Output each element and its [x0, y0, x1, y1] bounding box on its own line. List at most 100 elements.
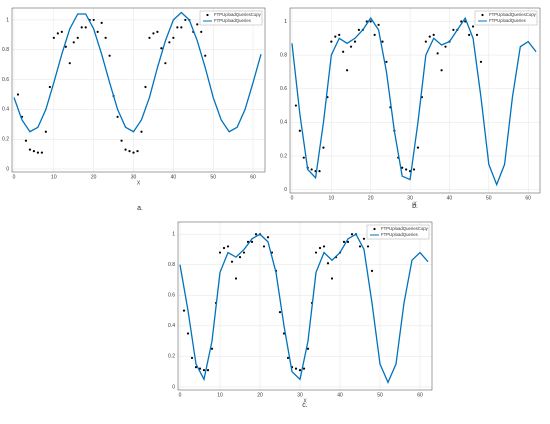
- y-tick-label: 0.4: [280, 120, 287, 126]
- data-point: [282, 332, 286, 335]
- caption: a.: [137, 205, 143, 212]
- data-point: [326, 262, 330, 265]
- data-point: [278, 311, 282, 314]
- data-point: [152, 32, 155, 35]
- data-point: [242, 251, 246, 254]
- data-point: [234, 277, 238, 280]
- data-point: [349, 45, 353, 48]
- legend-label: FTPUploadQueriesCopy: [214, 12, 262, 17]
- caption: c.: [302, 402, 308, 409]
- x-tick-label: 0: [291, 195, 294, 201]
- data-point: [424, 40, 427, 43]
- data-point: [298, 369, 302, 372]
- x-tick-label: 30: [297, 392, 303, 398]
- data-point: [36, 151, 39, 154]
- data-point: [28, 148, 32, 151]
- data-point: [330, 40, 333, 43]
- y-tick-label: 0.2: [2, 137, 9, 143]
- fit-line: [291, 16, 537, 187]
- data-point: [250, 240, 254, 243]
- legend-marker: [373, 227, 376, 231]
- x-tick-label: 50: [486, 195, 492, 201]
- legend-box: [366, 224, 430, 240]
- data-point: [226, 245, 230, 248]
- data-point: [100, 21, 103, 25]
- x-tick-label: 0: [179, 392, 182, 398]
- y-tick-label: 0.6: [2, 77, 9, 83]
- y-tick-label: 0.6: [168, 293, 175, 299]
- y-tick-label: 1: [284, 19, 287, 25]
- data-point: [318, 246, 322, 250]
- data-point: [200, 30, 203, 33]
- data-point: [124, 148, 127, 151]
- data-point: [358, 245, 362, 248]
- x-tick-label: 20: [257, 392, 263, 398]
- data-point: [198, 367, 202, 370]
- data-point: [302, 156, 305, 159]
- data-point: [350, 233, 354, 236]
- data-point: [164, 62, 167, 65]
- y-tick-label: 1: [172, 232, 175, 238]
- data-point: [140, 130, 143, 133]
- data-point: [401, 166, 404, 169]
- data-point: [16, 93, 20, 96]
- data-point: [116, 115, 119, 118]
- legend-marker: [206, 13, 209, 17]
- data-point: [180, 26, 183, 29]
- axes-box: [11, 7, 266, 173]
- legend-label: FTPUploadQueriesCopy: [381, 226, 429, 231]
- y-tick-label: 1: [6, 17, 9, 23]
- data-point: [168, 41, 171, 44]
- data-point: [381, 40, 384, 43]
- data-point: [44, 130, 47, 133]
- y-tick-label: 0.8: [168, 262, 175, 268]
- data-point: [96, 30, 99, 33]
- fit-line: [179, 233, 429, 384]
- x-tick-label: 30: [131, 174, 137, 180]
- x-tick-label: 10: [329, 195, 335, 201]
- data-point: [353, 40, 357, 43]
- data-point: [266, 236, 270, 239]
- data-point: [302, 367, 306, 370]
- data-point: [52, 36, 55, 39]
- plot-area: [12, 8, 265, 172]
- data-point: [80, 26, 83, 29]
- data-point: [56, 32, 59, 35]
- data-point: [318, 170, 321, 173]
- caption: b.: [412, 203, 418, 210]
- data-point: [377, 23, 380, 26]
- data-point: [342, 240, 346, 243]
- data-point: [294, 367, 298, 370]
- data-point: [416, 146, 420, 149]
- plot-area: [290, 8, 540, 193]
- data-point: [254, 233, 258, 236]
- x-axis-label: X: [413, 201, 417, 207]
- x-axis-label: X: [303, 398, 307, 404]
- y-tick-label: 0.8: [280, 52, 287, 58]
- x-tick-label: 60: [417, 392, 423, 398]
- fit-line: [13, 11, 262, 133]
- legend-label: FTPUploadQueriesCopy: [489, 12, 537, 17]
- data-point: [286, 356, 290, 360]
- y-tick-label: 0.2: [280, 153, 287, 159]
- data-point: [132, 151, 135, 154]
- plot-area: [178, 222, 432, 390]
- data-point: [184, 18, 187, 22]
- y-tick-label: 0.4: [2, 107, 9, 113]
- data-point: [334, 35, 337, 38]
- data-point: [298, 129, 301, 132]
- legend-marker: [481, 13, 484, 17]
- y-tick-label: 0.8: [2, 47, 9, 53]
- data-point: [202, 369, 206, 372]
- data-point: [68, 62, 71, 65]
- data-point: [440, 69, 443, 72]
- axes-box: [177, 221, 433, 391]
- x-tick-label: 60: [250, 174, 256, 180]
- data-point: [345, 69, 349, 72]
- data-point: [156, 30, 159, 33]
- legend-label: FTPUploadQueries: [489, 18, 526, 23]
- x-tick-label: 40: [171, 174, 177, 180]
- data-point: [72, 41, 75, 44]
- data-point: [24, 139, 28, 142]
